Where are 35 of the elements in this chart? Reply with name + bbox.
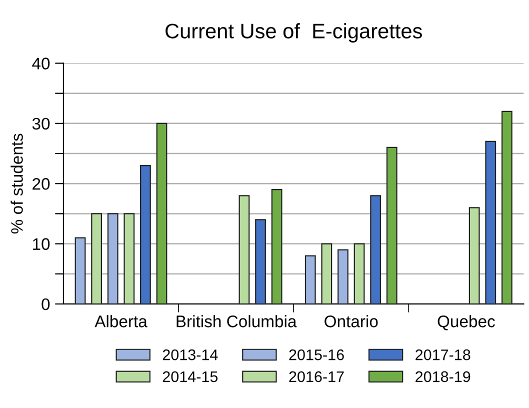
legend-label: 2015-16: [289, 349, 344, 360]
x-tick-label: British Columbia: [176, 315, 297, 328]
bar: [107, 213, 118, 304]
bar: [156, 122, 168, 304]
bar: [370, 195, 382, 304]
legend-label: 2018-19: [416, 371, 470, 382]
bar: [271, 189, 282, 304]
y-tick-label: 10: [33, 238, 50, 250]
x-tick-label: Alberta: [94, 315, 148, 328]
bar: [140, 164, 151, 304]
bar: [255, 219, 266, 304]
y-tick-label: 0: [42, 298, 50, 310]
chart-title: Current Use of E-cigarettes: [166, 23, 422, 43]
bar: [386, 146, 398, 304]
legend-label: 2014-15: [162, 371, 218, 382]
legend-label: 2017-18: [416, 349, 470, 360]
bar: [338, 249, 348, 304]
y-tick-label: 20: [32, 178, 50, 190]
y-tick-label: 30: [32, 118, 50, 130]
bar: [501, 110, 512, 304]
x-tick-label: Quebec: [438, 315, 495, 330]
y-tick-label: 40: [32, 58, 50, 70]
legend-label: 2013-14: [162, 349, 218, 360]
bar: [354, 243, 365, 304]
legend-label: 2016-17: [289, 371, 344, 382]
bar: [91, 213, 102, 304]
bar: [124, 213, 135, 304]
bar: [74, 237, 86, 304]
bar: [468, 207, 480, 304]
bar: [485, 140, 496, 304]
y-axis-title: % of students: [10, 134, 23, 234]
bar: [238, 195, 250, 304]
x-tick-label: Ontario: [324, 315, 378, 328]
bar: [321, 243, 332, 304]
bar: [304, 255, 316, 304]
